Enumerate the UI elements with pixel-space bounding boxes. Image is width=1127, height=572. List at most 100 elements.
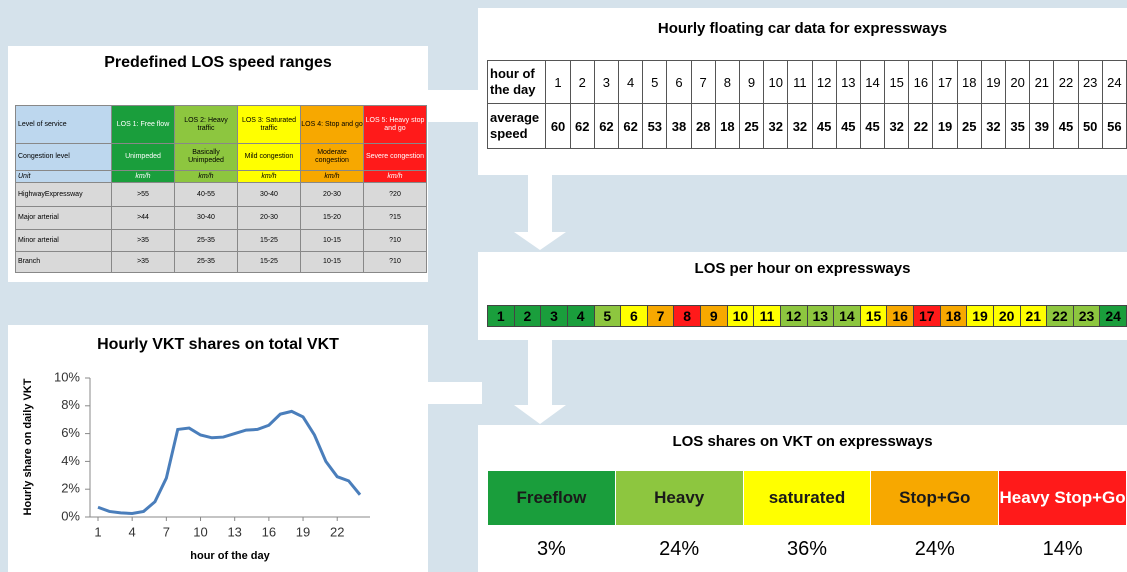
table-cell: 15-20 bbox=[300, 206, 364, 230]
table-cell: 56 bbox=[1101, 103, 1127, 149]
x-tick-label: 19 bbox=[296, 524, 310, 539]
table-cell: 24 bbox=[1101, 60, 1127, 104]
los-cell: 22 bbox=[1046, 305, 1074, 327]
header-cell: saturated bbox=[742, 470, 872, 526]
los-cell: 14 bbox=[833, 305, 861, 327]
table-cell: 10 bbox=[763, 60, 789, 104]
table-row: Unit km/h km/h km/h km/h km/h bbox=[15, 170, 427, 183]
los-hours-panel: LOS per hour on expressways 1 2 3 4 5 6 7 8 9 10 1… bbox=[478, 252, 1127, 340]
los-cell: 2 bbox=[513, 305, 542, 327]
table-cell: 45 bbox=[811, 103, 837, 149]
table-cell: ?10 bbox=[363, 229, 427, 252]
table-cell: 17 bbox=[932, 60, 958, 104]
x-tick-label: 1 bbox=[94, 524, 101, 539]
chart: Hourly VKT shares on total VKT hour of t… bbox=[22, 336, 370, 562]
table-cell: 32 bbox=[787, 103, 813, 149]
table-cell: 15 bbox=[884, 60, 910, 104]
table-row: Minor arterial >35 25-35 15-25 10-15 ?10 bbox=[15, 229, 427, 252]
table-cell: 7 bbox=[690, 60, 716, 104]
table-cell: km/h bbox=[111, 170, 175, 183]
table-cell: km/h bbox=[363, 170, 427, 183]
table-cell: ?10 bbox=[363, 251, 427, 273]
arrow bbox=[514, 175, 566, 250]
los-table: Level of service LOS 1: Free flow LOS 2: H… bbox=[15, 105, 427, 273]
los-cell: 4 bbox=[566, 305, 595, 327]
table-cell: 38 bbox=[666, 103, 692, 149]
x-tick-label: 22 bbox=[330, 524, 344, 539]
table-cell: 5 bbox=[642, 60, 668, 104]
value-cell: 36% bbox=[742, 525, 872, 572]
table-cell: >55 bbox=[111, 182, 175, 207]
table-row: hour of the day 1 2 3 4 5 6 7 8 9 10 11 12 13 14 15 16 17… bbox=[486, 60, 1127, 104]
table-cell: hour of the day bbox=[486, 60, 547, 104]
y-tick-label: 4% bbox=[61, 453, 80, 468]
y-tick-label: 0% bbox=[61, 508, 80, 523]
table-cell: 53 bbox=[642, 103, 668, 149]
table-cell: 10-15 bbox=[300, 229, 364, 252]
table-cell: >44 bbox=[111, 206, 175, 230]
table-cell: average speed bbox=[486, 103, 547, 149]
table-row: 3% 24% 36% 24% 14% bbox=[487, 525, 1127, 572]
table-cell: Severe congestion bbox=[363, 143, 427, 171]
table-cell: 35 bbox=[1005, 103, 1031, 149]
header-cell: Freeflow bbox=[487, 470, 616, 526]
los-cell: 7 bbox=[646, 305, 675, 327]
table-row: Level of service LOS 1: Free flow LOS 2: H… bbox=[15, 105, 427, 144]
los-cell: 10 bbox=[726, 305, 755, 327]
table-cell: 18 bbox=[714, 103, 740, 149]
table-cell: 32 bbox=[980, 103, 1007, 149]
los-cell: 21 bbox=[1019, 305, 1048, 327]
table-cell: 30-40 bbox=[174, 206, 238, 230]
header-cell: LOS 2: Heavy traffic bbox=[174, 105, 238, 144]
table-row: Freeflow Heavy saturated Stop+Go Heavy Stop+… bbox=[487, 470, 1127, 526]
los-cell: 19 bbox=[966, 305, 994, 327]
los-cell: 11 bbox=[753, 305, 781, 327]
y-tick-label: 10% bbox=[54, 369, 80, 384]
value-cell: 24% bbox=[870, 525, 1000, 572]
panel-title: Hourly floating car data for expressways bbox=[657, 20, 948, 37]
los-cell: 6 bbox=[620, 305, 648, 327]
value-cell: 3% bbox=[487, 525, 616, 572]
table-cell: 22 bbox=[908, 103, 934, 149]
speed-panel: Hourly floating car data for expressways… bbox=[478, 8, 1127, 175]
los-cell: 24 bbox=[1099, 305, 1127, 327]
y-tick-label: 8% bbox=[61, 397, 80, 412]
los-shares-table: Freeflow Heavy saturated Stop+Go Heavy Stop+… bbox=[487, 470, 1127, 572]
table-cell: 25-35 bbox=[174, 251, 238, 273]
x-tick-label: 13 bbox=[227, 524, 241, 539]
los-cell: 18 bbox=[939, 305, 968, 327]
table-cell: 23 bbox=[1077, 60, 1103, 104]
los-cell: 12 bbox=[779, 305, 808, 327]
panel-title: LOS per hour on expressways bbox=[694, 260, 911, 277]
table-row: Branch >35 25-35 15-25 10-15 ?10 bbox=[15, 251, 427, 273]
table-cell: 18 bbox=[956, 60, 982, 104]
table-cell: km/h bbox=[300, 170, 364, 183]
table-cell: Moderate congestion bbox=[300, 143, 364, 171]
table-cell: 3 bbox=[593, 60, 620, 104]
header-cell: LOS 5: Heavy stop and go bbox=[363, 105, 427, 144]
panel-title: LOS shares on VKT on expressways bbox=[672, 433, 933, 450]
table-cell: HighwayExpressway bbox=[15, 182, 112, 207]
los-cell: 17 bbox=[913, 305, 941, 327]
table-cell: 4 bbox=[618, 60, 644, 104]
table-cell: 11 bbox=[787, 60, 813, 104]
connector bbox=[428, 90, 482, 122]
header-cell: LOS 3: Saturated traffic bbox=[237, 105, 301, 144]
los-shares-panel: LOS shares on VKT on expressways Freeflo… bbox=[478, 425, 1127, 572]
table-cell: 14 bbox=[859, 60, 886, 104]
y-tick-label: 6% bbox=[61, 425, 80, 440]
table-cell: Unimpeded bbox=[111, 143, 175, 171]
x-tick-label: 4 bbox=[129, 524, 136, 539]
table-cell: 45 bbox=[1053, 103, 1079, 149]
value-cell: 24% bbox=[614, 525, 744, 572]
los-cell: 23 bbox=[1072, 305, 1101, 327]
table-cell: 45 bbox=[835, 103, 861, 149]
los-hours-table: 1 2 3 4 5 6 7 8 9 10 11 12 13 14 15 16 17 18 19 20 21 22 23 24 bbox=[487, 305, 1127, 327]
panel-title: Predefined LOS speed ranges bbox=[104, 54, 332, 71]
table-cell: 12 bbox=[811, 60, 837, 104]
header-cell: Level of service bbox=[15, 105, 112, 144]
table-cell: 1 bbox=[545, 60, 571, 104]
header-cell: Stop+Go bbox=[870, 470, 1000, 526]
speed-table: hour of the day 1 2 3 4 5 6 7 8 9 10 11 12 13 14 15 16 17… bbox=[486, 60, 1127, 149]
